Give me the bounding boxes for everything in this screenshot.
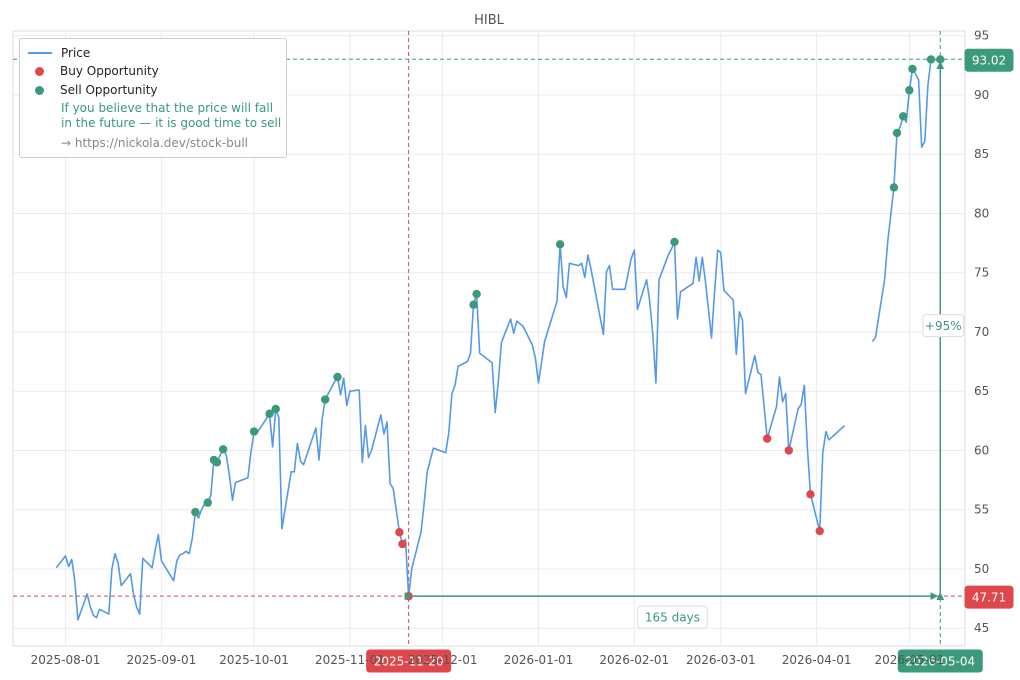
high-price-badge-box	[964, 48, 1014, 72]
y-tick-label: 60	[974, 443, 989, 457]
legend-note: If you believe that the price will fall …	[61, 101, 281, 131]
sell-marker	[191, 507, 200, 517]
legend: Price Buy Opportunity Sell Opportunity I…	[19, 38, 287, 158]
y-tick-label: 65	[974, 384, 989, 398]
x-axis: 2025-08-01 2025-09-01 2025-10-01 2025-11-01…	[31, 653, 945, 667]
buy-date-badge-text: 2025-11-20	[374, 655, 444, 669]
buy-dot-swatch	[35, 66, 44, 76]
price-line	[55, 58, 941, 621]
sell-marker	[898, 112, 908, 121]
x-tick-label: 2025-10-01	[219, 653, 289, 667]
legend-url: → https://nickola.dev/stock-bull	[61, 136, 248, 150]
sell-marker	[926, 55, 936, 64]
buy-marker	[395, 528, 404, 537]
sell-marker	[249, 427, 259, 436]
legend-note-line2: in the future — it is good time to sell	[61, 116, 282, 130]
x-tick-label: 2026-04-01	[782, 653, 852, 667]
sell-marker	[212, 458, 222, 467]
sell-marker	[892, 128, 902, 138]
buy-marker	[815, 526, 824, 536]
y-tick-label: 85	[974, 147, 989, 161]
sell-marker	[320, 395, 330, 404]
sell-date-badge-box	[897, 649, 983, 673]
sell-marker	[472, 289, 481, 299]
x-tick-label: 2026-05-01	[874, 653, 944, 667]
price-line-swatch	[28, 52, 52, 54]
plot-frame	[12, 30, 966, 647]
low-price-badge: 47.71	[964, 585, 1014, 609]
sell-marker	[333, 372, 342, 382]
sell-marker	[908, 64, 917, 74]
x-tick-label: 2025-12-01	[408, 653, 478, 667]
duration-label-box	[637, 605, 708, 629]
y-tick-label: 45	[974, 621, 989, 635]
sell-marker	[218, 445, 228, 454]
y-tick-label: 90	[974, 88, 989, 102]
x-tick-label: 2025-09-01	[126, 653, 196, 667]
legend-item-buy: Buy Opportunity	[28, 63, 159, 79]
gain-label-box	[922, 314, 965, 338]
buy-marker	[404, 592, 413, 601]
y-tick-label: 80	[974, 206, 989, 220]
buy-marker	[762, 434, 772, 443]
chart-title: HIBL	[474, 13, 505, 28]
buy-date-badge: 2025-11-20	[366, 649, 452, 673]
y-tick-label: 70	[974, 325, 989, 339]
high-price-badge: 93.02	[964, 48, 1014, 72]
sell-marker	[889, 183, 899, 192]
x-tick-label: 2026-03-01	[686, 653, 756, 667]
buy-marker	[398, 539, 407, 549]
high-price-badge-text: 93.02	[972, 54, 1006, 68]
y-tick-label: 55	[974, 503, 989, 517]
buy-marker	[806, 490, 815, 499]
y-tick-label: 50	[974, 562, 989, 576]
low-price-badge-box	[964, 585, 1014, 609]
buy-marker	[784, 446, 794, 455]
x-tick-label: 2025-08-01	[31, 653, 101, 667]
sell-dot-swatch	[35, 85, 44, 95]
x-tick-label: 2026-01-01	[504, 653, 574, 667]
y-tick-label: 95	[974, 29, 989, 43]
sell-marker	[905, 86, 914, 95]
x-tick-label: 2026-02-01	[599, 653, 669, 667]
y-axis: 45 50 55 60 65 70 75 80 85 90 95	[974, 29, 989, 635]
legend-note-line1: If you believe that the price will fall	[61, 101, 274, 115]
annotations: 165 days +95% 2025-11-20 2026-05-04 47.71 93.…	[366, 48, 1014, 673]
buy-date-badge-box	[366, 649, 452, 673]
duration-label: 165 days	[637, 605, 708, 629]
duration-label-text: 165 days	[645, 611, 700, 625]
sell-marker	[265, 409, 274, 418]
sell-marker	[203, 498, 212, 507]
legend-buy-label: Buy Opportunity	[60, 64, 159, 78]
buy-markers	[395, 434, 824, 601]
sell-date-badge-text: 2026-05-04	[905, 655, 975, 669]
legend-sell-label: Sell Opportunity	[60, 83, 158, 97]
sell-marker	[555, 240, 565, 249]
y-tick-label: 75	[974, 266, 989, 280]
sell-marker	[670, 237, 679, 247]
price-series	[55, 58, 941, 621]
x-tick-label: 2025-11-01	[315, 653, 385, 667]
sell-date-badge: 2026-05-04	[897, 649, 983, 673]
gain-label-text: +95%	[925, 319, 962, 333]
legend-price-label: Price	[61, 46, 91, 60]
sell-marker	[271, 404, 280, 414]
legend-item-price: Price	[28, 45, 90, 61]
legend-item-sell: Sell Opportunity	[28, 82, 158, 98]
low-price-badge-text: 47.71	[972, 591, 1006, 605]
sell-marker	[469, 300, 478, 309]
gain-label: +95%	[922, 314, 965, 338]
